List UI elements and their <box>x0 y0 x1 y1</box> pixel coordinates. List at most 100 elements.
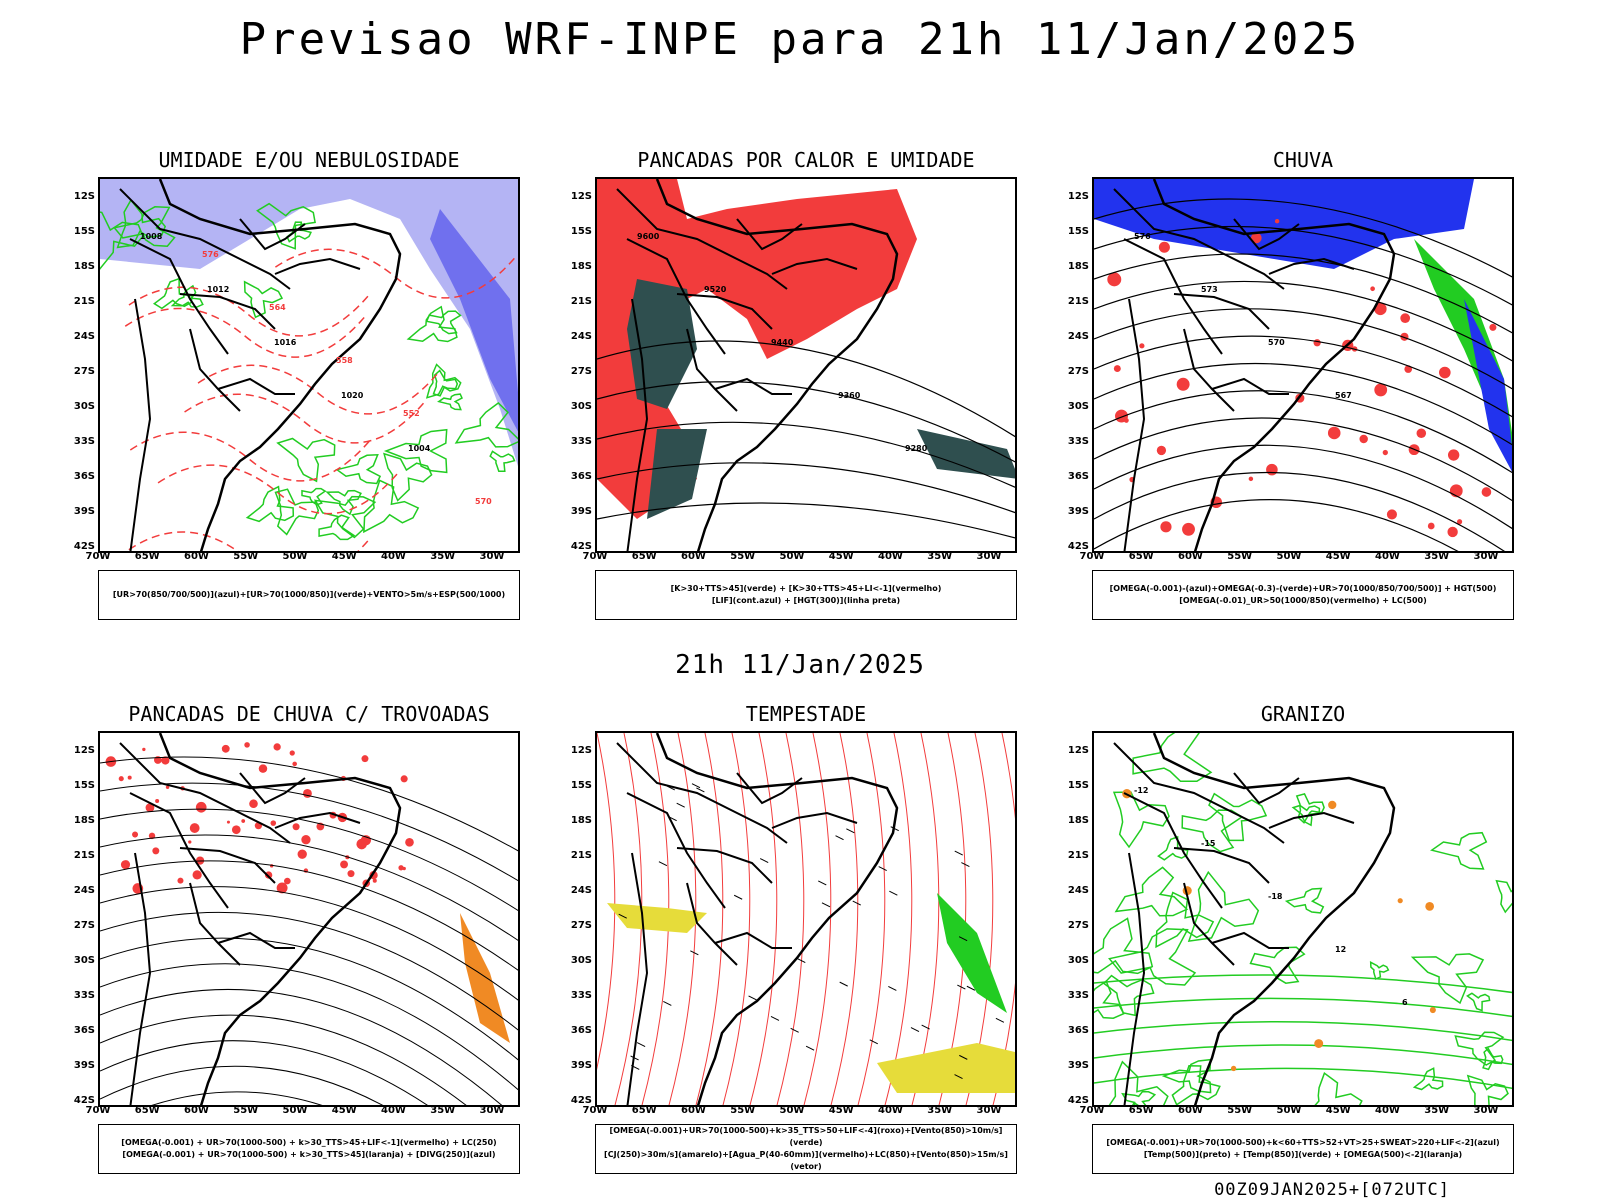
contour-label: 6 <box>1402 998 1408 1007</box>
contour-label: 570 <box>475 497 492 506</box>
map-pancadas-trovoadas <box>98 731 520 1107</box>
lat-label: 15S <box>73 780 95 791</box>
lon-label: 45W <box>1325 1105 1351 1116</box>
lat-label: 39S <box>1067 506 1089 517</box>
contour-label: 576 <box>1134 232 1151 241</box>
lon-label: 60W <box>1178 551 1203 562</box>
legend-pancadas-calor: [K>30+TTS>45](verde) + [K>30+TTS>45+LI<-… <box>595 570 1017 620</box>
lat-label: 18S <box>570 815 592 826</box>
border-line <box>736 218 803 251</box>
map-canvas-pancadas-trovoadas <box>100 733 518 1105</box>
lat-label: 36S <box>1067 1025 1089 1036</box>
contour-label: 570 <box>1268 338 1285 347</box>
lon-label: 60W <box>184 1105 209 1116</box>
border-line <box>1123 238 1223 355</box>
lon-label: 40W <box>1375 551 1400 562</box>
contour-label: 564 <box>269 303 286 312</box>
map-canvas-granizo: -12 -15 -18 12 6 <box>1094 733 1512 1105</box>
lat-label: 21S <box>73 296 95 307</box>
legend-granizo: [OMEGA(-0.001)+UR>70(1000-500)+k<60+TTS>… <box>1092 1124 1514 1174</box>
border-line <box>626 238 726 355</box>
lat-label: 18S <box>1067 815 1089 826</box>
border-line <box>1268 811 1355 829</box>
border-line <box>626 792 726 909</box>
border-line <box>1113 742 1285 844</box>
coastline <box>158 733 402 1105</box>
lon-label: 55W <box>233 551 259 562</box>
convection-fields <box>597 179 1015 539</box>
border-line <box>1233 772 1300 805</box>
lon-label: 45W <box>331 551 357 562</box>
border-line <box>129 852 152 1105</box>
lon-label: 30W <box>976 1105 1002 1116</box>
humidity-fields <box>100 179 518 551</box>
contour-label: -15 <box>1201 839 1216 848</box>
lon-label: 55W <box>233 1105 259 1116</box>
border-line <box>1268 257 1355 275</box>
border-line <box>676 293 773 330</box>
lat-label: 33S <box>570 990 592 1001</box>
lon-label: 50W <box>1276 1105 1302 1116</box>
border-line <box>129 792 229 909</box>
legend-line: [OMEGA(-0.01)_UR>50(1000/850)(vermelho) … <box>1179 596 1427 605</box>
contour-label: 1016 <box>274 338 297 347</box>
lat-label: 27S <box>570 920 592 931</box>
lon-label: 30W <box>479 1105 505 1116</box>
border-line <box>274 811 361 829</box>
contour-label: 9600 <box>637 232 660 241</box>
border-line <box>714 931 792 949</box>
lon-label: 35W <box>927 551 953 562</box>
lon-label: 65W <box>1128 1105 1154 1116</box>
coastline <box>655 179 899 551</box>
contour-label: 558 <box>336 356 353 365</box>
border-line <box>119 742 291 844</box>
lon-label: 70W <box>85 551 111 562</box>
lat-label: 30S <box>570 955 592 966</box>
lat-label: 24S <box>1067 885 1089 896</box>
panel-title-granizo: GRANIZO <box>1260 702 1346 726</box>
map-pancadas-calor: 9600 9520 9440 9360 9280 <box>595 177 1017 553</box>
border-line <box>189 882 241 966</box>
legend-line: [OMEGA(-0.001) + UR>70(1000-500) + k>30_… <box>122 1150 496 1159</box>
lon-label: 30W <box>479 551 505 562</box>
lat-label: 42S <box>570 541 592 552</box>
border-line <box>771 257 858 275</box>
contour-label: 9520 <box>704 285 727 294</box>
lat-label: 15S <box>73 226 95 237</box>
lat-label: 21S <box>1067 296 1089 307</box>
lon-label: 45W <box>828 551 854 562</box>
border-line <box>1173 847 1270 884</box>
lat-label: 12S <box>73 191 95 202</box>
border-line <box>189 328 241 412</box>
lat-label: 18S <box>1067 261 1089 272</box>
map-canvas-umidade: 1008 1012 1016 1020 1004 570 576 564 558 552 <box>100 179 518 551</box>
lat-label: 12S <box>570 191 592 202</box>
map-umidade: 1008 1012 1016 1020 1004 570 576 564 558 552 <box>98 177 520 553</box>
lat-label: 39S <box>570 1060 592 1071</box>
lon-label: 60W <box>184 551 209 562</box>
mid-title: 21h 11/Jan/2025 <box>675 650 925 680</box>
legend-tempestade: [OMEGA(-0.001)+UR>70(1000-500)+k>35_TTS>… <box>595 1124 1017 1174</box>
lat-label: 30S <box>570 401 592 412</box>
border-line <box>626 852 649 1105</box>
contour-label: 1020 <box>341 391 364 400</box>
coastline <box>1152 733 1396 1105</box>
lon-label: 65W <box>134 1105 160 1116</box>
border-line <box>1183 328 1235 412</box>
hail-fields <box>1094 733 1512 1105</box>
border-line <box>1173 293 1270 330</box>
lon-label: 60W <box>681 551 706 562</box>
lon-label: 45W <box>828 1105 854 1116</box>
legend-line: [OMEGA(-0.001)+UR>70(1000-500)+k<60+TTS>… <box>1106 1138 1500 1147</box>
map-canvas-pancadas-calor: 9600 9520 9440 9360 9280 <box>597 179 1015 551</box>
border-line <box>217 931 295 949</box>
lon-label: 30W <box>976 551 1002 562</box>
lat-label: 30S <box>1067 401 1089 412</box>
border-line <box>686 328 738 412</box>
lon-label: 60W <box>1178 1105 1203 1116</box>
contour-label: 9440 <box>771 338 794 347</box>
border-line <box>239 772 306 805</box>
lon-label: 40W <box>381 551 406 562</box>
coastline <box>158 179 402 551</box>
legend-line: [K>30+TTS>45](verde) + [K>30+TTS>45+LI<-… <box>670 584 942 593</box>
